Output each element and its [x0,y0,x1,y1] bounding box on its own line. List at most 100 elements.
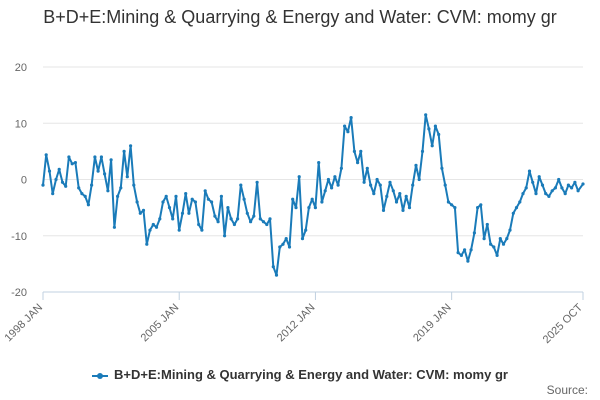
data-point[interactable] [453,206,457,210]
data-point[interactable] [492,245,496,249]
data-point[interactable] [141,208,146,212]
data-point[interactable] [313,206,317,210]
data-point[interactable] [307,206,311,210]
data-point[interactable] [427,127,431,131]
data-point[interactable] [372,192,376,196]
data-point[interactable] [352,149,356,153]
data-point[interactable] [563,192,567,196]
data-point[interactable] [375,177,379,182]
data-point[interactable] [362,180,366,184]
data-point[interactable] [47,169,52,173]
data-point[interactable] [274,273,279,277]
data-point[interactable] [135,200,139,204]
data-point[interactable] [489,242,493,246]
data-point[interactable] [498,237,502,241]
data-point[interactable] [197,222,201,227]
data-point[interactable] [508,228,512,232]
data-point[interactable] [265,222,269,227]
data-point[interactable] [576,189,580,193]
data-point[interactable] [304,228,308,232]
data-point[interactable] [154,225,159,229]
data-point[interactable] [125,175,129,179]
data-point[interactable] [96,169,100,173]
data-point[interactable] [310,197,314,201]
data-point[interactable] [184,192,188,196]
data-point[interactable] [252,214,256,218]
data-point[interactable] [90,183,94,187]
data-point[interactable] [537,175,541,179]
data-point[interactable] [326,177,330,182]
data-point[interactable] [213,214,217,218]
data-point[interactable] [472,231,476,235]
data-point[interactable] [514,206,519,210]
data-point[interactable] [336,183,340,187]
data-point[interactable] [249,220,253,224]
data-point[interactable] [80,192,84,196]
data-point[interactable] [381,208,386,212]
data-point[interactable] [177,228,181,232]
data-point[interactable] [463,248,467,252]
data-point[interactable] [281,242,285,246]
data-point[interactable] [64,184,68,188]
data-point[interactable] [219,194,223,198]
data-point[interactable] [236,217,240,221]
data-point[interactable] [206,197,210,201]
data-point[interactable] [411,183,415,187]
data-point[interactable] [443,183,447,187]
data-point[interactable] [161,200,165,204]
data-point[interactable] [401,208,405,212]
data-point[interactable] [527,169,532,173]
data-point[interactable] [180,211,185,215]
data-point[interactable] [501,242,506,246]
data-point[interactable] [112,225,116,229]
data-point[interactable] [388,180,392,184]
data-point[interactable] [200,228,204,232]
data-point[interactable] [158,217,162,221]
data-point[interactable] [41,183,45,187]
data-point[interactable] [430,144,434,148]
data-point[interactable] [404,194,408,198]
data-point[interactable] [343,124,347,128]
data-point[interactable] [73,161,77,165]
data-point[interactable] [103,172,107,176]
data-point[interactable] [547,194,551,198]
data-point[interactable] [232,222,236,227]
data-point[interactable] [333,175,337,179]
data-point[interactable] [297,175,301,179]
data-point[interactable] [216,220,220,224]
data-point[interactable] [540,183,545,187]
data-point[interactable] [369,183,373,187]
data-point[interactable] [365,166,369,170]
data-point[interactable] [391,189,395,193]
data-point[interactable] [300,237,305,241]
data-point[interactable] [524,186,528,190]
data-point[interactable] [261,220,266,224]
data-point[interactable] [138,211,142,215]
data-point[interactable] [359,149,363,153]
data-point[interactable] [485,222,489,227]
data-point[interactable] [86,203,90,207]
data-point[interactable] [573,180,577,184]
data-point[interactable] [284,237,288,241]
data-point[interactable] [534,192,538,196]
data-point[interactable] [424,113,428,117]
data-point[interactable] [109,158,113,162]
data-point[interactable] [132,183,136,187]
data-point[interactable] [70,162,74,166]
data-point[interactable] [531,180,535,184]
data-point[interactable] [226,206,230,210]
data-point[interactable] [51,192,55,196]
data-point[interactable] [553,186,558,190]
data-point[interactable] [171,217,175,221]
data-point[interactable] [164,194,168,198]
data-point[interactable] [566,183,571,187]
data-point[interactable] [466,259,470,263]
data-point[interactable] [317,161,321,165]
data-point[interactable] [122,149,126,153]
data-point[interactable] [446,200,450,204]
data-point[interactable] [433,124,437,128]
data-point[interactable] [511,211,515,215]
data-point[interactable] [148,228,152,232]
data-point[interactable] [440,166,444,170]
data-point[interactable] [287,245,292,249]
